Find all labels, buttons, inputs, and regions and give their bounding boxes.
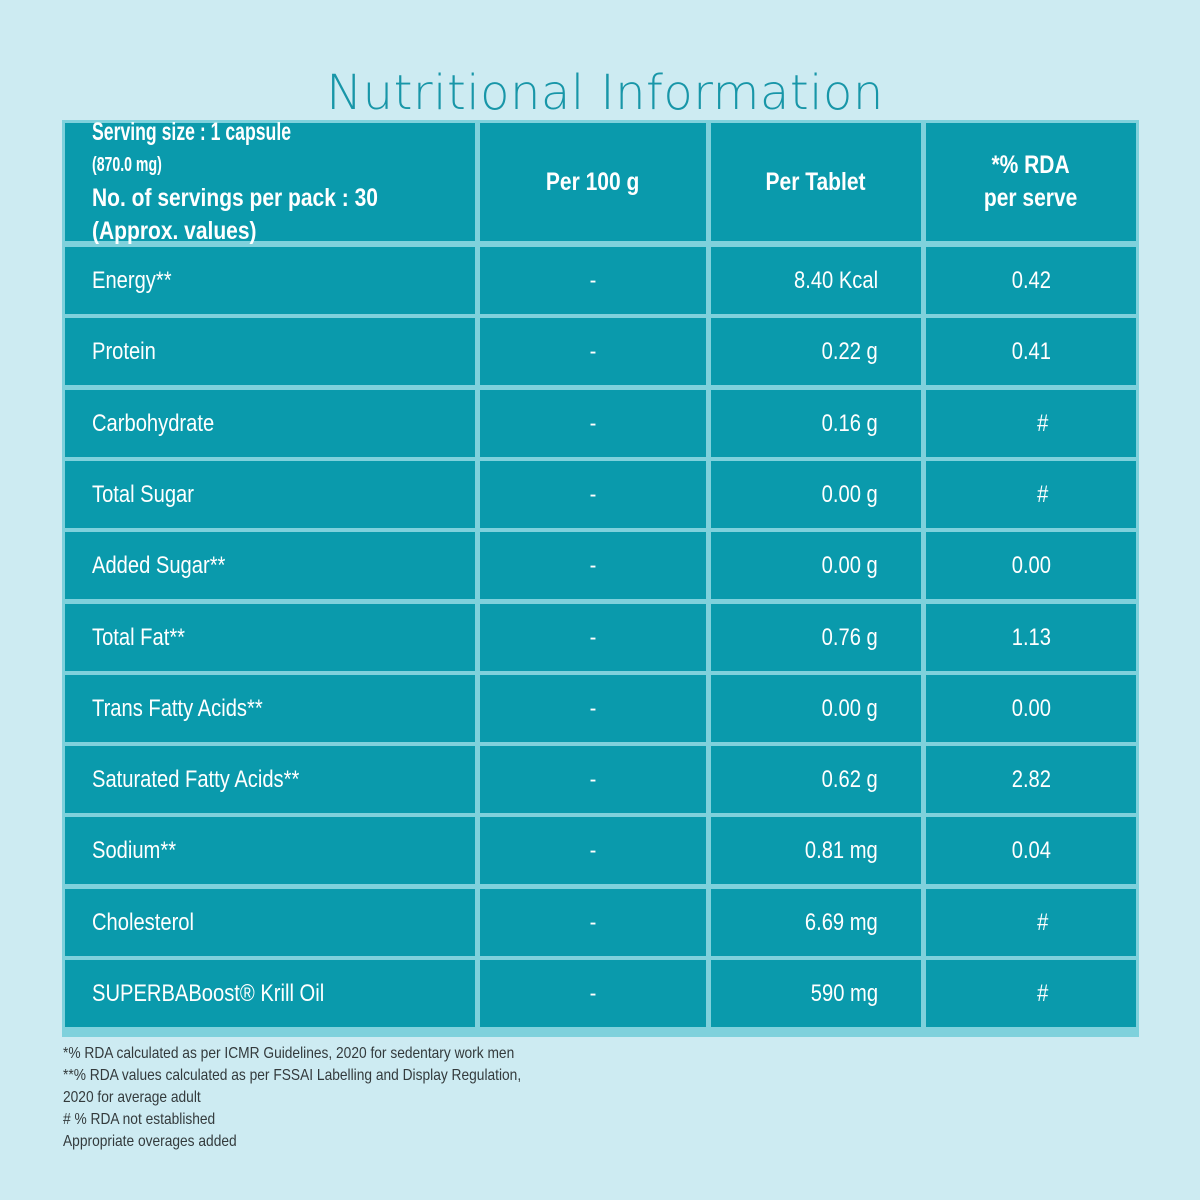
value-rda: # — [926, 960, 1136, 1027]
header-per-100g: Per 100 g — [480, 123, 706, 241]
value-rda: 2.82 — [926, 746, 1136, 813]
value-per-tablet: 8.40 Kcal — [711, 247, 921, 314]
footnote-fssai-cont: 2020 for average adult — [63, 1089, 201, 1106]
header-rda-per-serve: *% RDA per serve — [926, 123, 1136, 241]
value-per-tablet: 0.00 g — [711, 461, 921, 528]
nutrient-name: Total Fat** — [65, 604, 475, 671]
footnotes: *% RDA calculated as per ICMR Guidelines… — [63, 1043, 596, 1153]
value-per-tablet: 0.22 g — [711, 318, 921, 385]
value-per-100g: - — [480, 461, 706, 528]
footnote-overages: Appropriate overages added — [63, 1133, 237, 1150]
value-per-tablet: 590 mg — [711, 960, 921, 1027]
nutrient-name: Cholesterol — [65, 889, 475, 956]
value-rda: 0.00 — [926, 532, 1136, 599]
nutrient-name: Carbohydrate — [65, 390, 475, 457]
value-per-100g: - — [480, 889, 706, 956]
footnote-fssai: **% RDA values calculated as per FSSAI L… — [63, 1067, 522, 1084]
value-rda: 1.13 — [926, 604, 1136, 671]
value-per-100g: - — [480, 247, 706, 314]
footnote-rda-not-established: # % RDA not established — [63, 1111, 216, 1128]
value-per-100g: - — [480, 318, 706, 385]
value-per-100g: - — [480, 390, 706, 457]
footnote-icmr: *% RDA calculated as per ICMR Guidelines… — [63, 1045, 515, 1062]
serving-weight: (870.0 mg) — [92, 154, 162, 176]
value-per-tablet: 6.69 mg — [711, 889, 921, 956]
value-per-100g: - — [480, 746, 706, 813]
value-rda: 0.42 — [926, 247, 1136, 314]
nutrient-name: Trans Fatty Acids** — [65, 675, 475, 742]
value-per-100g: - — [480, 604, 706, 671]
value-rda: # — [926, 461, 1136, 528]
nutrition-table: Serving size : 1 capsule (870.0 mg) No. … — [62, 118, 1139, 1037]
servings-per-pack: No. of servings per pack : 30 — [92, 184, 378, 212]
value-per-100g: - — [480, 532, 706, 599]
nutrient-name: Added Sugar** — [65, 532, 475, 599]
nutrient-name: SUPERBABoost® Krill Oil — [65, 960, 475, 1027]
value-rda: # — [926, 889, 1136, 956]
header-per-tablet: Per Tablet — [711, 123, 921, 241]
value-per-tablet: 0.81 mg — [711, 817, 921, 884]
page-title: Nutritional Information — [326, 65, 884, 121]
nutrient-name: Total Sugar — [65, 461, 475, 528]
value-per-100g: - — [480, 960, 706, 1027]
nutrient-name: Energy** — [65, 247, 475, 314]
value-rda: 0.04 — [926, 817, 1136, 884]
value-per-tablet: 0.00 g — [711, 532, 921, 599]
nutrient-name: Protein — [65, 318, 475, 385]
value-per-100g: - — [480, 817, 706, 884]
nutrient-name: Saturated Fatty Acids** — [65, 746, 475, 813]
value-rda: 0.00 — [926, 675, 1136, 742]
value-rda: 0.41 — [926, 318, 1136, 385]
value-per-tablet: 0.00 g — [711, 675, 921, 742]
nutrient-name: Sodium** — [65, 817, 475, 884]
value-per-tablet: 0.62 g — [711, 746, 921, 813]
value-per-100g: - — [480, 675, 706, 742]
value-per-tablet: 0.16 g — [711, 390, 921, 457]
header-serving-info: Serving size : 1 capsule (870.0 mg) No. … — [65, 118, 475, 245]
approx-values-note: (Approx. values) — [92, 217, 257, 245]
serving-size-label: Serving size : 1 capsule — [92, 118, 292, 146]
value-rda: # — [926, 390, 1136, 457]
value-per-tablet: 0.76 g — [711, 604, 921, 671]
